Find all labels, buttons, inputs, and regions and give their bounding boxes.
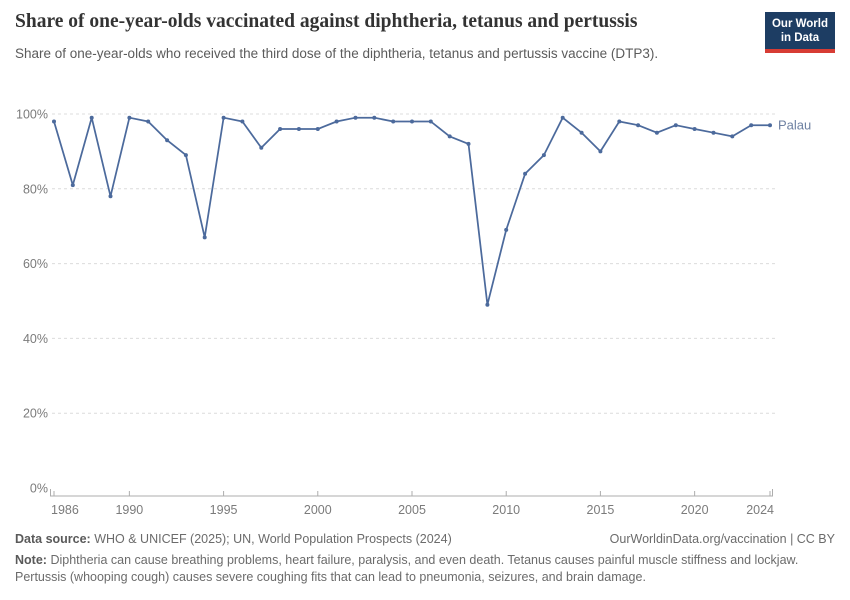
line-chart: 0% 20% 40% 60% 80% 100% 1986 1990 1995 2000 2005 20… [16,108,811,518]
data-point [278,127,283,131]
data-point [391,119,396,124]
owid-logo-line1: Our World [771,18,828,30]
note-text: Diphtheria can cause breathing problems,… [15,552,799,584]
owid-logo: Our World in Data [764,12,835,54]
source-row: Data source: WHO & UNICEF (2025); UN, Wo… [15,531,835,548]
credit-text: OurWorldinData.org/vaccination | CC BY [609,532,835,546]
y-axis-tick-label: 40% [23,332,48,346]
data-point [146,119,151,124]
x-axis-tick-label: 1995 [210,503,238,517]
data-point [749,123,754,128]
x-axis-tick-label: 1990 [115,503,143,517]
x-axis-tick-label: 1986 [51,503,79,517]
data-point [221,115,226,120]
y-axis-tick-label: 60% [23,257,48,271]
x-axis-tick-label: 2015 [587,503,615,517]
y-axis-tick-label: 100% [16,108,48,122]
data-point [410,119,414,124]
series-label: Palau [778,118,811,133]
x-axis-tick-label: 2024 [746,503,774,517]
chart-header: Share of one-year-olds vaccinated agains… [15,10,755,63]
y-axis-tick-label: 0% [30,482,48,496]
data-point [89,115,94,120]
data-point [315,127,320,131]
data-point [165,138,170,143]
data-point [428,119,433,124]
data-point [127,115,132,120]
data-point [334,119,339,124]
data-point [485,302,490,307]
y-axis-tick-label: 20% [23,407,48,421]
data-point [654,130,659,135]
data-point [353,115,358,120]
data-point [523,171,528,176]
data-point [202,235,207,240]
x-axis-tick-label: 2020 [681,503,709,517]
data-point [108,194,113,199]
data-point [579,130,584,135]
data-point [711,130,716,135]
data-point [70,183,75,188]
chart-subtitle: Share of one-year-olds who received the … [15,45,659,61]
data-point [259,145,264,150]
owid-logo-line2: in Data [780,32,820,45]
data-point [447,134,452,139]
data-point [560,115,565,120]
data-point [617,119,622,124]
data-point [504,227,509,232]
chart-title: Share of one-year-olds vaccinated agains… [15,11,638,32]
data-point [466,141,471,146]
data-point [52,119,56,124]
data-source-label: Data source: [15,532,91,546]
data-point [240,119,245,124]
data-line [53,116,770,306]
data-source: Data source: WHO & UNICEF (2025); UN, Wo… [15,531,452,548]
data-point [541,153,546,158]
data-point [673,123,678,128]
data-point [730,134,735,139]
chart-note: Note: Diphtheria can cause breathing pro… [15,552,835,586]
data-point [636,123,641,128]
data-point [183,153,188,158]
data-point [372,115,377,120]
x-axis-tick-label: 2005 [398,503,426,517]
note-label: Note: [15,552,47,567]
data-point [296,127,301,131]
y-axis-tick-label: 80% [23,182,48,196]
chart-footer: Data source: WHO & UNICEF (2025); UN, Wo… [15,531,835,586]
data-point [692,127,697,131]
x-axis-tick-label: 2010 [492,503,520,517]
data-point [768,123,772,128]
x-axis-tick-label: 2000 [304,503,332,517]
data-point [598,149,603,154]
data-source-text: WHO & UNICEF (2025); UN, World Populatio… [94,532,452,546]
